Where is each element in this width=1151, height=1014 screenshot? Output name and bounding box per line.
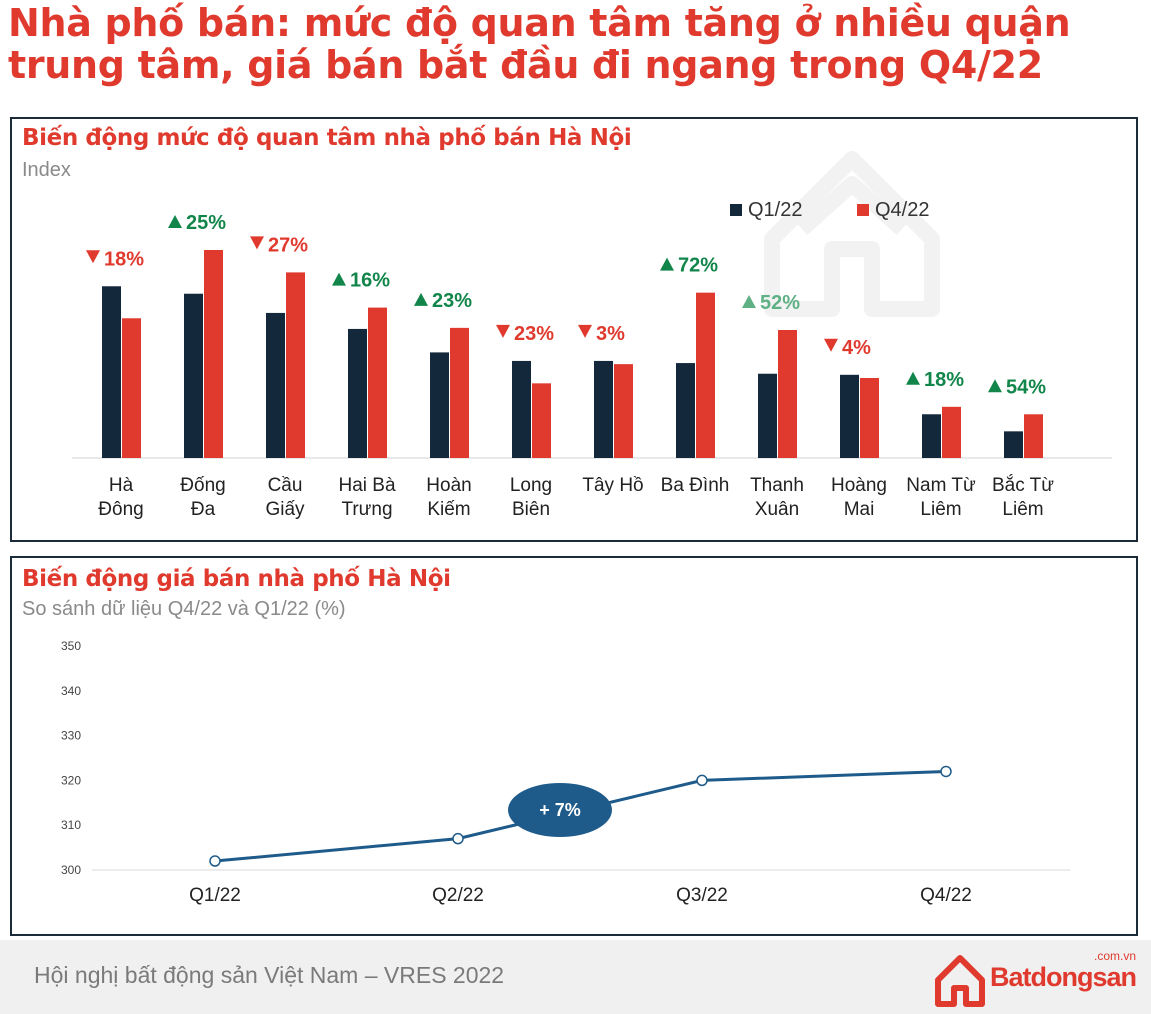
bar-q1	[1004, 431, 1023, 458]
bar-q4	[1024, 414, 1043, 458]
bar-q1	[266, 312, 285, 458]
y-tick-label: 320	[61, 773, 81, 787]
price-point	[940, 765, 952, 778]
bar-q1	[922, 414, 941, 458]
growth-annotation-bubble	[508, 783, 612, 837]
x-tick-label: Q1/22	[189, 885, 241, 906]
change-label: 23%	[514, 323, 554, 345]
price-chart-subtitle: So sánh dữ liệu Q4/22 và Q1/22 (%)	[22, 598, 346, 620]
category-label: Long Biên	[510, 475, 552, 520]
page-headline: Nhà phố bán: mức độ quan tâm tăng ở nhiề…	[8, 1, 1071, 87]
growth-annotation-label: + 7%	[539, 800, 581, 820]
bar-q1	[184, 293, 203, 458]
logo-domain: .com.vn	[1094, 949, 1137, 963]
bar-q4	[778, 330, 797, 458]
triangle-down-icon	[578, 324, 592, 338]
bar-q4	[860, 378, 879, 458]
logo-name: Batdongsan	[990, 962, 1137, 992]
change-label: 27%	[268, 234, 308, 256]
bar-q4	[532, 383, 551, 458]
triangle-down-icon	[824, 338, 838, 352]
bar-q1	[102, 286, 121, 458]
triangle-up-icon	[988, 379, 1002, 393]
category-label: Bắc Từ Liêm	[992, 474, 1054, 520]
bar-q4	[696, 292, 715, 458]
change-label: 4%	[842, 337, 871, 359]
bar-q1	[840, 374, 859, 458]
legend-label: Q4/22	[875, 199, 929, 221]
category-label: Hà Đông	[98, 475, 143, 520]
y-tick-label: 340	[61, 684, 81, 698]
category-label: Tây Hồ	[582, 475, 643, 496]
bar-q1	[676, 363, 695, 458]
bar-q4	[286, 272, 305, 458]
change-label: 25%	[186, 212, 226, 234]
triangle-up-icon	[742, 295, 756, 308]
change-label: 3%	[596, 323, 625, 345]
x-tick-label: Q4/22	[920, 885, 972, 906]
category-label: Ba Đình	[661, 475, 730, 496]
triangle-up-icon	[660, 257, 674, 271]
footer: Hội nghị bất động sản Việt Nam – VRES 20…	[0, 940, 1151, 1014]
legend-swatch-Q4/22	[857, 204, 869, 216]
triangle-down-icon	[250, 236, 264, 250]
bar-q1	[348, 328, 367, 458]
change-label: 52%	[760, 292, 800, 314]
category-label: Đống Đa	[180, 475, 225, 520]
category-label: Cầu Giấy	[265, 475, 305, 520]
bar-q4	[122, 318, 141, 458]
category-label: Hoàng Mai	[831, 475, 887, 520]
x-tick-label: Q2/22	[432, 885, 484, 906]
price-chart-panel: Biến động giá bán nhà phố Hà Nội So sánh…	[10, 556, 1138, 936]
legend-swatch-Q1/22	[730, 204, 742, 216]
footer-event-name: Hội nghị bất động sản Việt Nam – VRES 20…	[34, 962, 505, 988]
triangle-up-icon	[414, 292, 428, 306]
price-line-chart: 300 310 320 330 340 350 Q1/22 Q2/22 Q3/22 Q4/22 + …	[61, 639, 1070, 906]
bar-q1	[594, 360, 613, 458]
y-tick-label: 350	[61, 639, 81, 653]
triangle-down-icon	[496, 324, 510, 338]
category-label: Hai Bà Trưng	[338, 475, 395, 520]
y-tick-label: 310	[61, 818, 81, 832]
interest-chart-panel: Biến động mức độ quan tâm nhà phố bán Hà…	[10, 117, 1138, 542]
change-label: 18%	[924, 369, 964, 391]
price-point	[696, 774, 708, 787]
bar-q4	[204, 250, 223, 458]
change-label: 16%	[350, 270, 390, 292]
interest-chart-title: Biến động mức độ quan tâm nhà phố bán Hà…	[22, 125, 632, 151]
bar-q1	[512, 360, 531, 458]
change-label: 54%	[1006, 376, 1046, 398]
price-chart-title: Biến động giá bán nhà phố Hà Nội	[22, 566, 451, 592]
y-tick-label: 300	[61, 863, 81, 877]
triangle-up-icon	[906, 371, 920, 385]
interest-chart-subtitle: Index	[22, 159, 71, 181]
legend-label: Q1/22	[748, 199, 802, 221]
bar-q1	[430, 352, 449, 458]
x-tick-label: Q3/22	[676, 885, 728, 906]
change-label: 18%	[104, 248, 144, 270]
bar-q1	[758, 373, 777, 458]
y-tick-label: 330	[61, 729, 81, 743]
bar-q4	[450, 327, 469, 458]
price-point	[209, 855, 221, 867]
change-label: 72%	[678, 255, 718, 277]
batdongsan-logo[interactable]: Batdongsan .com.vn	[932, 948, 1147, 1010]
bar-q4	[368, 307, 387, 458]
bar-q4	[614, 364, 633, 458]
category-label: Thanh Xuân	[750, 475, 804, 520]
house-logo-icon	[935, 955, 985, 1007]
bar-q4	[942, 406, 961, 458]
category-label: Hoàn Kiếm	[426, 475, 471, 520]
interest-bar-chart: Q1/22 Q4/22 18% Hà Đông 25% Đống Đa 27% Cầu Giấy 16…	[72, 199, 1112, 520]
triangle-up-icon	[168, 215, 182, 228]
triangle-down-icon	[86, 250, 100, 264]
triangle-up-icon	[332, 272, 346, 286]
watermark-logo-icon	[764, 151, 940, 317]
price-point	[452, 832, 464, 845]
change-label: 23%	[432, 290, 472, 312]
category-label: Nam Từ Liêm	[906, 475, 976, 520]
legend: Q1/22 Q4/22	[730, 199, 929, 221]
